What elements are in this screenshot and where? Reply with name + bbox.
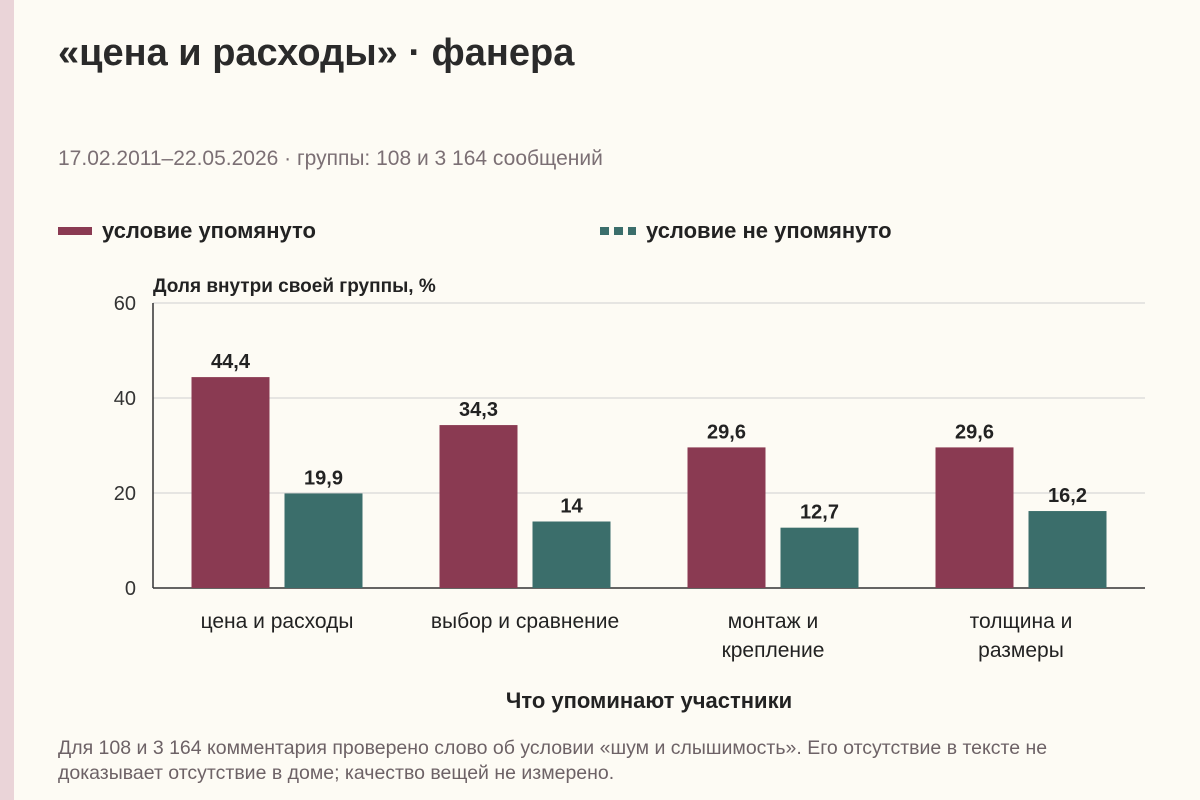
data-label: 12,7 — [800, 502, 839, 524]
data-label: 29,6 — [707, 421, 746, 443]
legend-swatch-mentioned — [58, 227, 92, 235]
footnote: Для 108 и 3 164 комментария проверено сл… — [58, 737, 1048, 784]
legend-item-not-mentioned: условие не упомянуто — [600, 218, 892, 244]
accent-strip — [0, 0, 14, 800]
data-label: 29,6 — [955, 421, 994, 443]
bar-not-mentioned — [780, 527, 859, 588]
x-tick-label: толщина и размеры — [970, 610, 1073, 662]
y-tick-label: 60 — [114, 293, 136, 315]
bars — [191, 377, 1107, 588]
data-label: 19,9 — [304, 467, 343, 489]
bar-mentioned — [439, 425, 518, 588]
legend-label-not-mentioned: условие не упомянуто — [646, 218, 892, 243]
x-axis-label: Что упоминают участники — [506, 688, 792, 713]
chart-title: «цена и расходы» · фанера — [58, 32, 575, 74]
x-tick-label: цена и расходы — [201, 610, 354, 633]
data-label: 44,4 — [211, 351, 251, 373]
data-label: 34,3 — [459, 399, 498, 421]
data-label: 16,2 — [1048, 485, 1087, 507]
data-labels: 44,4 19,9 34,3 14 29,6 12,7 29,6 16,2 — [211, 351, 1087, 524]
y-tick-label: 40 — [114, 388, 136, 410]
legend-label-mentioned: условие упомянуто — [102, 218, 316, 243]
x-tick-label: выбор и сравнение — [431, 610, 619, 633]
y-axis-label: Доля внутри своей группы, % — [153, 276, 436, 297]
y-tick-label: 20 — [114, 483, 136, 505]
bar-not-mentioned — [284, 493, 363, 588]
x-tick-label: монтаж и крепление — [722, 610, 825, 662]
bar-mentioned — [687, 447, 766, 588]
legend-item-mentioned: условие упомянуто — [58, 218, 316, 244]
bar-mentioned — [935, 447, 1014, 588]
data-label: 14 — [560, 496, 583, 518]
chart-subtitle: 17.02.2011–22.05.2026 · группы: 108 и 3 … — [58, 147, 603, 170]
legend-swatch-not-mentioned — [600, 227, 636, 235]
bar-not-mentioned — [532, 521, 611, 588]
bar-mentioned — [191, 377, 270, 588]
y-tick-label: 0 — [125, 578, 136, 600]
bar-not-mentioned — [1028, 511, 1107, 588]
